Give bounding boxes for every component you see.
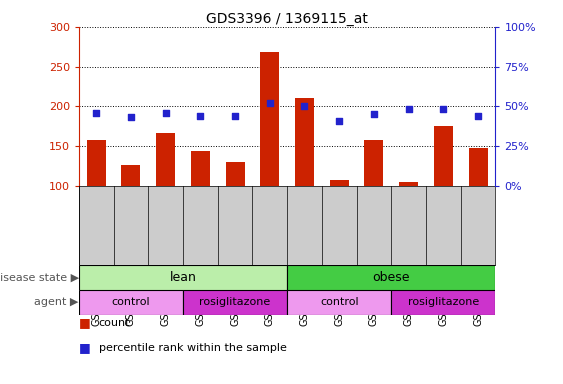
Point [473,113,482,119]
Point [369,111,378,117]
Bar [468,147,488,185]
Title: GDS3396 / 1369115_at: GDS3396 / 1369115_at [206,12,368,26]
Text: lean: lean [169,271,196,284]
Bar [191,152,210,185]
Text: control: control [111,297,150,308]
Bar [87,141,106,185]
Bar [330,180,348,185]
Bar [364,141,383,185]
Text: count: count [99,318,130,328]
Point [404,106,413,113]
Bar [79,265,287,290]
Point [300,103,309,109]
Text: ■: ■ [79,341,91,354]
Text: agent ▶: agent ▶ [34,297,79,308]
Bar [226,162,244,185]
Bar [287,290,391,315]
Point [196,113,205,119]
Bar [295,98,314,185]
Text: ■: ■ [79,316,91,329]
Bar [287,265,495,290]
Bar [399,182,418,185]
Text: disease state ▶: disease state ▶ [0,273,79,283]
Bar [260,52,279,185]
Point [265,100,274,106]
Bar [434,126,453,185]
Bar [122,165,140,185]
Point [231,113,240,119]
Text: rosiglitazone: rosiglitazone [199,297,271,308]
Point [161,109,170,116]
Text: percentile rank within the sample: percentile rank within the sample [99,343,287,353]
Point [334,118,343,124]
Bar [183,290,287,315]
Point [92,109,101,116]
Point [439,106,448,113]
Bar [391,290,495,315]
Text: rosiglitazone: rosiglitazone [408,297,479,308]
Text: obese: obese [373,271,410,284]
Point [126,114,136,121]
Bar [156,133,175,185]
Text: control: control [320,297,359,308]
Bar [79,290,183,315]
